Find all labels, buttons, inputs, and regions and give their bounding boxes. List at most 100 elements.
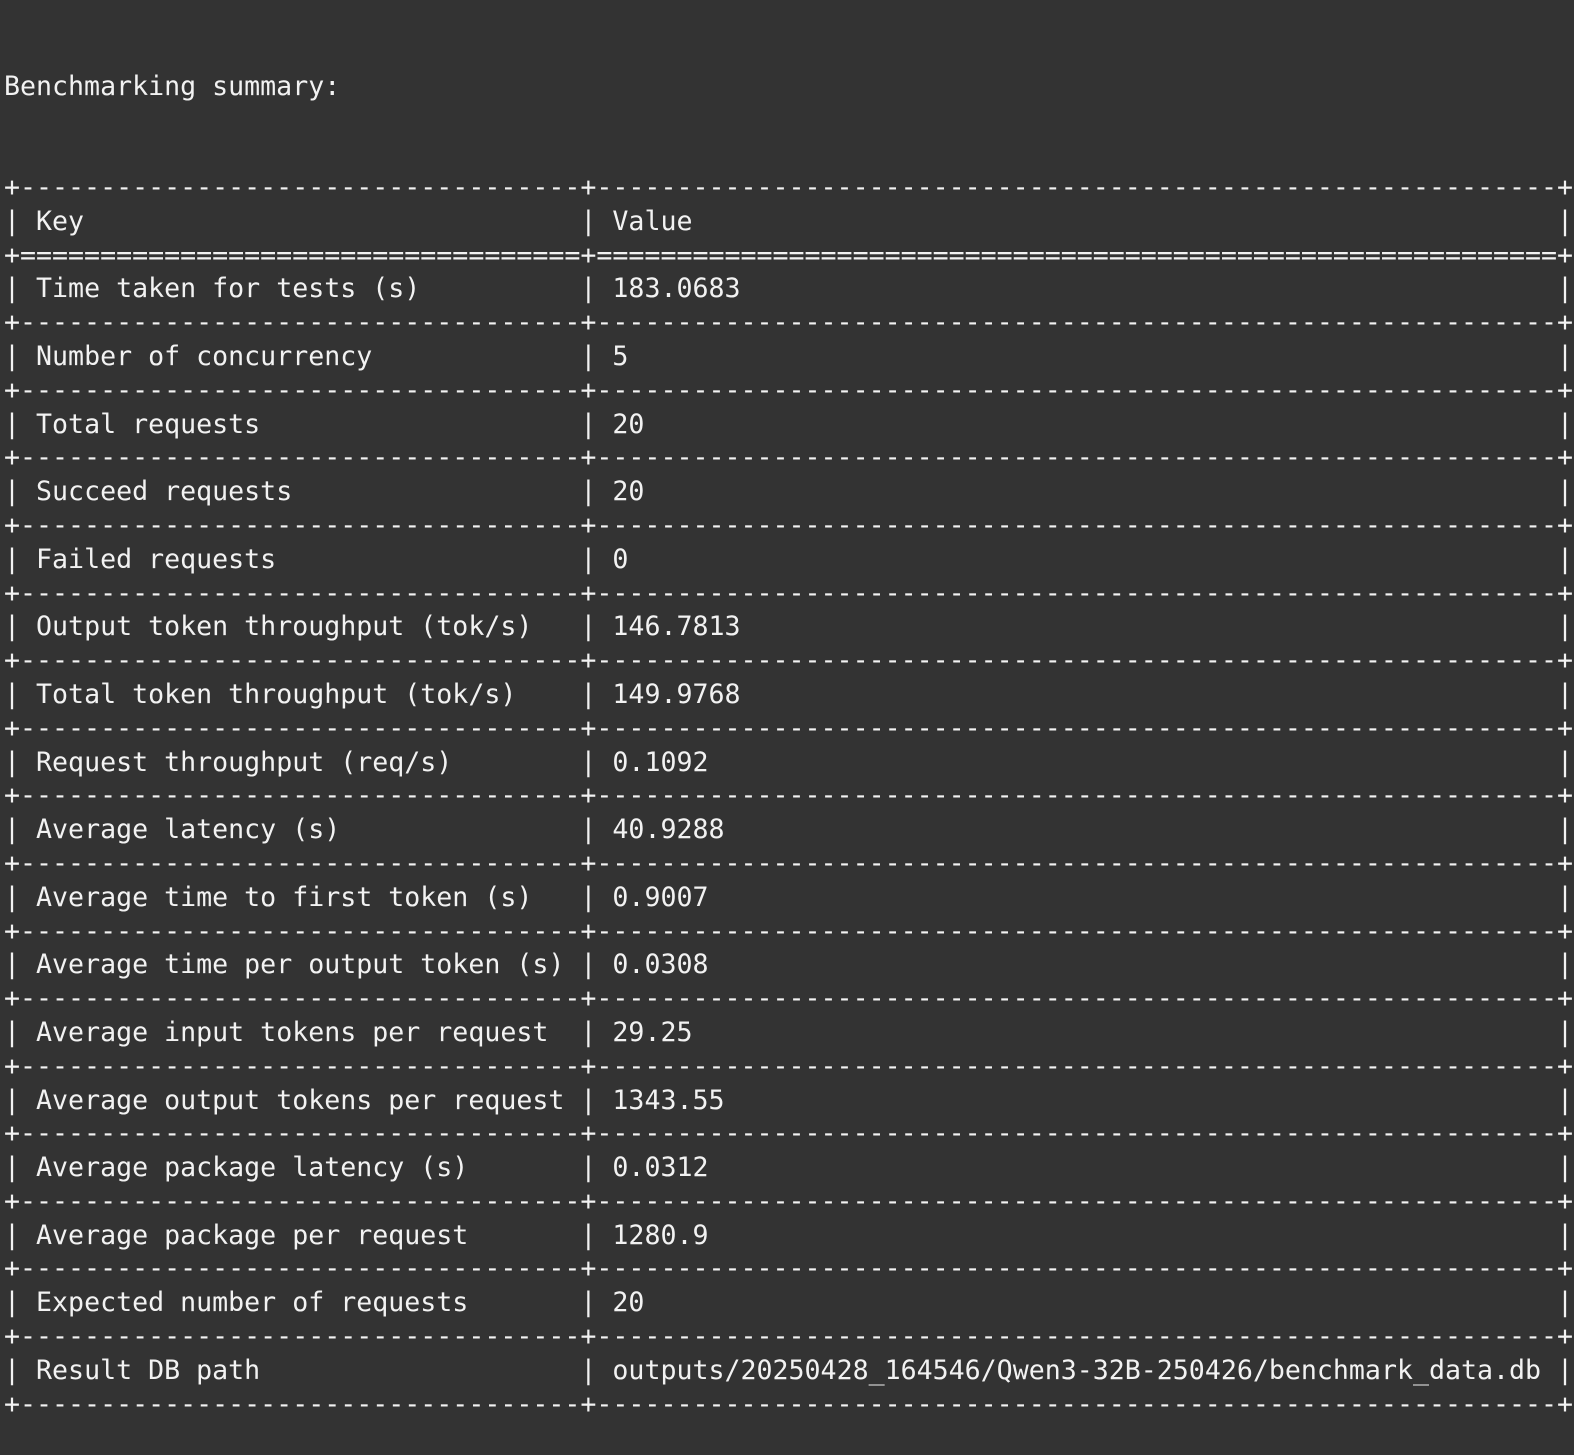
- cell-separator: |: [1541, 949, 1574, 981]
- cell-separator: |: [564, 273, 613, 305]
- key-cell: Time taken for tests (s): [36, 273, 421, 305]
- value-cell: Value: [612, 205, 693, 237]
- key-cell: Average package per request: [36, 1219, 469, 1251]
- cell-separator: |: [4, 949, 37, 981]
- cell-separator: |: [1541, 205, 1574, 237]
- value-cell: 29.25: [612, 1016, 693, 1048]
- cell-separator: |: [4, 881, 37, 913]
- table-row: | Average input tokens per request | 29.…: [4, 1016, 1574, 1050]
- cell-separator: |: [564, 340, 613, 372]
- table-row: | Succeed requests | 20 |: [4, 475, 1574, 509]
- table-border: +-----------------------------------+---…: [4, 1321, 1574, 1353]
- value-cell: 0.0308: [612, 949, 709, 981]
- table-border: +-----------------------------------+---…: [4, 509, 1574, 541]
- table-border: +-----------------------------------+---…: [4, 1185, 1574, 1217]
- cell-separator: |: [4, 543, 37, 575]
- table-border: +-----------------------------------+---…: [4, 442, 1574, 474]
- value-cell: 0.0312: [612, 1152, 709, 1184]
- key-cell: Total token throughput (tok/s): [36, 678, 517, 710]
- key-cell: Average output tokens per request: [36, 1084, 565, 1116]
- cell-separator: |: [4, 1287, 37, 1319]
- table-row: | Average time per output token (s) | 0.…: [4, 948, 1574, 982]
- cell-separator: |: [564, 205, 613, 237]
- key-cell: Key: [36, 205, 85, 237]
- cell-separator: |: [564, 476, 613, 508]
- cell-separator: |: [1541, 340, 1574, 372]
- value-cell: 20: [612, 408, 645, 440]
- table-border: +-----------------------------------+---…: [4, 915, 1574, 947]
- cell-separator: |: [4, 273, 37, 305]
- table-border: +-----------------------------------+---…: [4, 307, 1574, 339]
- table-row: | Output token throughput (tok/s) | 146.…: [4, 610, 1574, 644]
- cell-separator: |: [4, 408, 37, 440]
- key-cell: Average latency (s): [36, 814, 341, 846]
- table-border: +-----------------------------------+---…: [4, 1388, 1574, 1420]
- cell-separator: |: [564, 408, 613, 440]
- value-cell: 0.9007: [612, 881, 709, 913]
- table-border: +-----------------------------------+---…: [4, 577, 1574, 609]
- value-cell: 146.7813: [612, 611, 741, 643]
- key-cell: Number of concurrency: [36, 340, 373, 372]
- key-cell: Request throughput (req/s): [36, 746, 453, 778]
- table-border: +-----------------------------------+---…: [4, 983, 1574, 1015]
- cell-separator: |: [1541, 1016, 1574, 1048]
- value-cell: 40.9288: [612, 814, 725, 846]
- summary-title: Benchmarking summary:: [4, 70, 341, 102]
- table-row: | Number of concurrency | 5 |: [4, 340, 1574, 374]
- table-border: +-----------------------------------+---…: [4, 1118, 1574, 1150]
- table-row: | Total requests | 20 |: [4, 408, 1574, 442]
- cell-separator: |: [4, 814, 37, 846]
- cell-separator: |: [564, 678, 613, 710]
- key-cell: Average time per output token (s): [36, 949, 565, 981]
- cell-separator: |: [4, 1016, 37, 1048]
- cell-separator: |: [564, 1016, 613, 1048]
- cell-separator: |: [4, 611, 37, 643]
- table-row: | Request throughput (req/s) | 0.1092 |: [4, 746, 1574, 780]
- cell-separator: |: [564, 1287, 613, 1319]
- cell-separator: |: [1541, 678, 1574, 710]
- table-border: +-----------------------------------+---…: [4, 780, 1574, 812]
- table-row: | Average package latency (s) | 0.0312 |: [4, 1151, 1574, 1185]
- table-row: | Failed requests | 0 |: [4, 543, 1574, 577]
- key-cell: Average package latency (s): [36, 1152, 469, 1184]
- key-cell: Expected number of requests: [36, 1287, 469, 1319]
- table-border: +-----------------------------------+---…: [4, 847, 1574, 879]
- cell-separator: |: [1541, 273, 1574, 305]
- table-row: | Average output tokens per request | 13…: [4, 1084, 1574, 1118]
- cell-separator: |: [4, 678, 37, 710]
- cell-separator: |: [1541, 1084, 1574, 1116]
- cell-separator: |: [4, 205, 37, 237]
- cell-separator: |: [1541, 1219, 1574, 1251]
- value-cell: 149.9768: [612, 678, 741, 710]
- table-border: +-----------------------------------+---…: [4, 171, 1574, 203]
- key-cell: Failed requests: [36, 543, 277, 575]
- key-cell: Average time to first token (s): [36, 881, 533, 913]
- key-cell: Output token throughput (tok/s): [36, 611, 533, 643]
- cell-separator: |: [4, 340, 37, 372]
- cell-separator: |: [4, 1219, 37, 1251]
- value-cell: 0.1092: [612, 746, 709, 778]
- cell-separator: |: [4, 1354, 37, 1386]
- cell-separator: |: [1541, 746, 1574, 778]
- table-row: | Average time to first token (s) | 0.90…: [4, 881, 1574, 915]
- cell-separator: |: [564, 1219, 613, 1251]
- cell-separator: |: [564, 1354, 613, 1386]
- table-row: | Total token throughput (tok/s) | 149.9…: [4, 678, 1574, 712]
- cell-separator: |: [1541, 1152, 1574, 1184]
- key-cell: Total requests: [36, 408, 261, 440]
- cell-separator: |: [4, 476, 37, 508]
- value-cell: outputs/20250428_164546/Qwen3-32B-250426…: [612, 1354, 1542, 1386]
- cell-separator: |: [1541, 1354, 1574, 1386]
- value-cell: 1343.55: [612, 1084, 725, 1116]
- cell-separator: |: [1541, 814, 1574, 846]
- cell-separator: |: [4, 1084, 37, 1116]
- cell-separator: |: [564, 543, 613, 575]
- table-border: +-----------------------------------+---…: [4, 374, 1574, 406]
- cell-separator: |: [4, 746, 37, 778]
- table-header: | Key | Value |: [4, 205, 1574, 239]
- cell-separator: |: [564, 746, 613, 778]
- cell-separator: |: [1541, 476, 1574, 508]
- cell-separator: |: [564, 949, 613, 981]
- value-cell: 5: [612, 340, 629, 372]
